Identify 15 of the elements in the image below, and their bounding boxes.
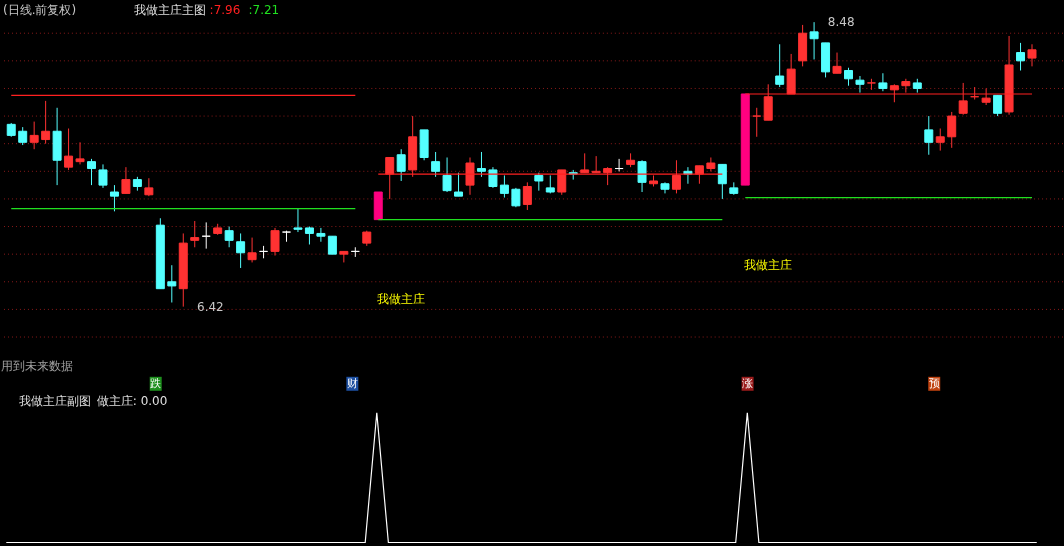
text: :7.96 — [209, 3, 241, 18]
annotation: 我做主庄 — [744, 257, 793, 272]
text: 用到未来数据 — [1, 358, 73, 373]
chart-title: 我做主庄副图 — [18, 393, 91, 408]
text: 做主庄: 0.00 — [96, 393, 168, 408]
text: 财 — [346, 376, 358, 390]
annotation: 我做主庄 — [377, 292, 426, 307]
chart-title: 我做主庄主图 — [133, 3, 206, 18]
annotation: 6.42 — [197, 299, 224, 314]
text: 预 — [928, 376, 940, 390]
text: :7.21 — [248, 3, 280, 18]
text: 跌 — [150, 376, 162, 390]
annotation: 8.48 — [827, 15, 855, 30]
chart-subtitle: (日线.前复权) — [2, 3, 77, 18]
text: 涨 — [742, 376, 754, 390]
